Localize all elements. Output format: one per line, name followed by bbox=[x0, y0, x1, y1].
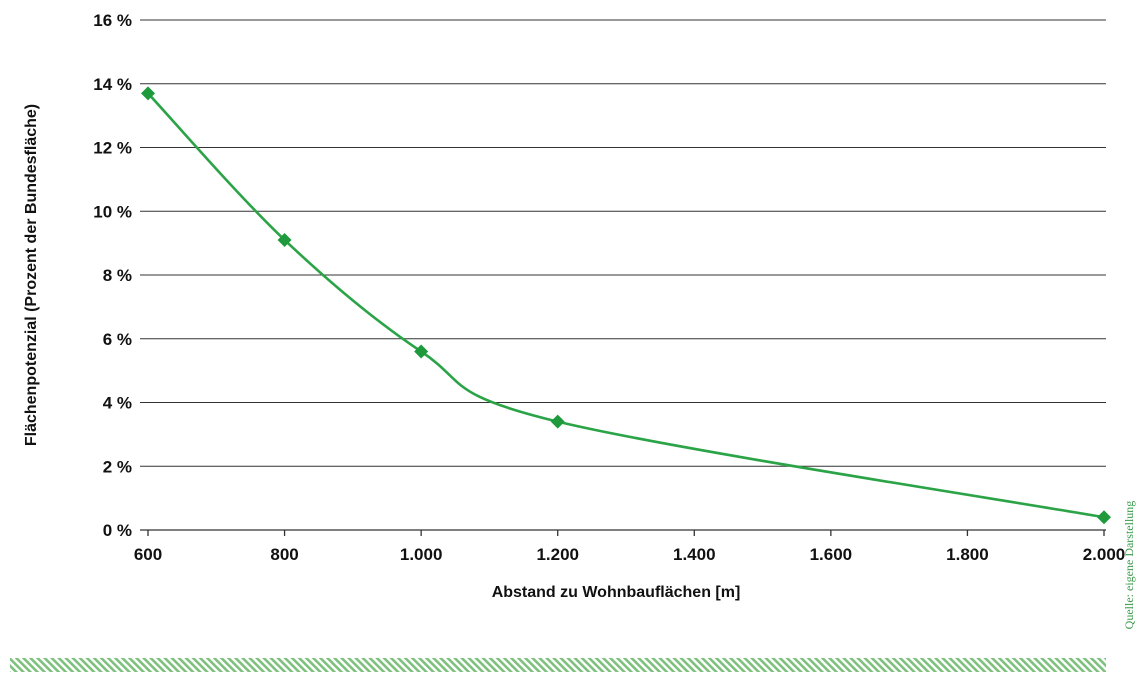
x-tick-label: 1.000 bbox=[400, 545, 443, 564]
data-point-marker bbox=[414, 344, 429, 359]
y-tick-label: 2 % bbox=[103, 457, 132, 476]
x-tick-label: 2.000 bbox=[1083, 545, 1126, 564]
data-series bbox=[141, 86, 1111, 525]
data-point-marker bbox=[550, 414, 565, 429]
y-axis-title: Flächenpotenzial (Prozent der Bundesfläc… bbox=[23, 104, 40, 446]
series-line bbox=[147, 92, 1105, 519]
y-tick-label: 14 % bbox=[93, 75, 132, 94]
x-tick-label: 1.600 bbox=[810, 545, 853, 564]
y-tick-label: 4 % bbox=[103, 394, 132, 413]
y-tick-label: 0 % bbox=[103, 521, 132, 540]
y-tick-label: 10 % bbox=[93, 202, 132, 221]
x-axis-title: Abstand zu Wohnbauflächen [m] bbox=[492, 584, 741, 601]
x-tick-label: 800 bbox=[270, 545, 298, 564]
x-tick-label: 1.800 bbox=[946, 545, 989, 564]
source-note: Quelle: eigene Darstellung bbox=[1122, 501, 1136, 630]
data-point-marker bbox=[1097, 510, 1111, 525]
x-tick-label: 1.400 bbox=[673, 545, 716, 564]
y-axis-ticks: 0 % 2 % 4 % 6 % 8 % 10 % 12 % 14 % 16 % bbox=[93, 11, 132, 540]
y-tick-label: 12 % bbox=[93, 139, 132, 158]
y-tick-label: 16 % bbox=[93, 11, 132, 30]
data-point-marker bbox=[277, 232, 292, 247]
x-axis-ticks: 600 800 1.000 1.200 1.400 1.600 1.800 2.000 bbox=[134, 545, 1125, 564]
y-tick-label: 6 % bbox=[103, 330, 132, 349]
x-tick-label: 600 bbox=[134, 545, 162, 564]
y-tick-label: 8 % bbox=[103, 266, 132, 285]
data-point-marker bbox=[141, 86, 155, 101]
gridlines bbox=[140, 19, 1106, 467]
decorative-stripe-band bbox=[10, 658, 1106, 672]
x-tick-label: 1.200 bbox=[536, 545, 579, 564]
axes bbox=[140, 529, 1106, 536]
